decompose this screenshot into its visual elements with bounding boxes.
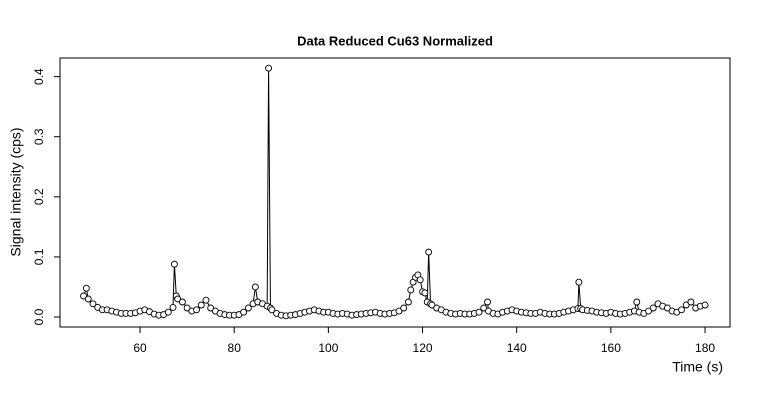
data-point xyxy=(484,298,491,306)
data-point xyxy=(240,308,248,316)
data-point xyxy=(633,298,641,306)
data-point xyxy=(193,306,200,314)
data-point xyxy=(407,286,415,294)
data-point xyxy=(428,301,436,309)
data-point xyxy=(400,304,408,312)
data-point xyxy=(682,301,690,309)
data-point xyxy=(170,260,178,268)
x-tick-label: 120 xyxy=(413,341,433,355)
data-point xyxy=(169,303,177,311)
data-point xyxy=(475,308,483,316)
data-point xyxy=(251,283,259,291)
data-point xyxy=(421,289,429,297)
data-point xyxy=(575,278,583,286)
data-point xyxy=(268,306,276,314)
data-point xyxy=(687,298,695,306)
data-point xyxy=(480,304,488,312)
data-point xyxy=(207,304,215,312)
y-tick-label: 0.3 xyxy=(32,128,46,145)
data-point xyxy=(80,292,87,300)
x-tick-label: 140 xyxy=(507,341,527,355)
plot-frame xyxy=(59,57,731,328)
data-point xyxy=(701,301,709,309)
x-tick-label: 180 xyxy=(695,341,715,355)
y-tick-label: 0.4 xyxy=(32,68,46,85)
y-tick-label: 0.0 xyxy=(32,308,46,325)
y-axis-label: Signal intensity (cps) xyxy=(8,127,24,256)
chart-title: Data Reduced Cu63 Normalized xyxy=(297,33,493,48)
x-tick-label: 160 xyxy=(601,341,621,355)
data-point xyxy=(178,298,186,306)
data-point xyxy=(244,304,252,312)
data-point xyxy=(425,248,433,256)
x-tick-label: 80 xyxy=(228,341,242,355)
data-point xyxy=(649,304,657,312)
data-point xyxy=(82,284,90,292)
data-point xyxy=(645,307,652,315)
data-point xyxy=(183,304,191,312)
data-point xyxy=(265,64,273,72)
data-point xyxy=(416,276,424,284)
x-tick-label: 100 xyxy=(318,341,338,355)
data-point xyxy=(395,307,403,315)
y-tick-label: 0.2 xyxy=(32,188,46,205)
data-line xyxy=(83,68,706,317)
data-point xyxy=(404,298,412,306)
data-point xyxy=(678,306,685,314)
data-point xyxy=(663,304,671,312)
data-point xyxy=(202,296,210,304)
x-axis-label: Time (s) xyxy=(672,359,723,375)
data-point xyxy=(164,308,172,316)
data-point xyxy=(197,301,205,309)
data-point xyxy=(89,300,97,308)
data-point xyxy=(174,295,182,303)
y-tick-label: 0.1 xyxy=(32,248,46,265)
x-tick-label: 60 xyxy=(133,341,147,355)
data-point xyxy=(84,295,92,303)
